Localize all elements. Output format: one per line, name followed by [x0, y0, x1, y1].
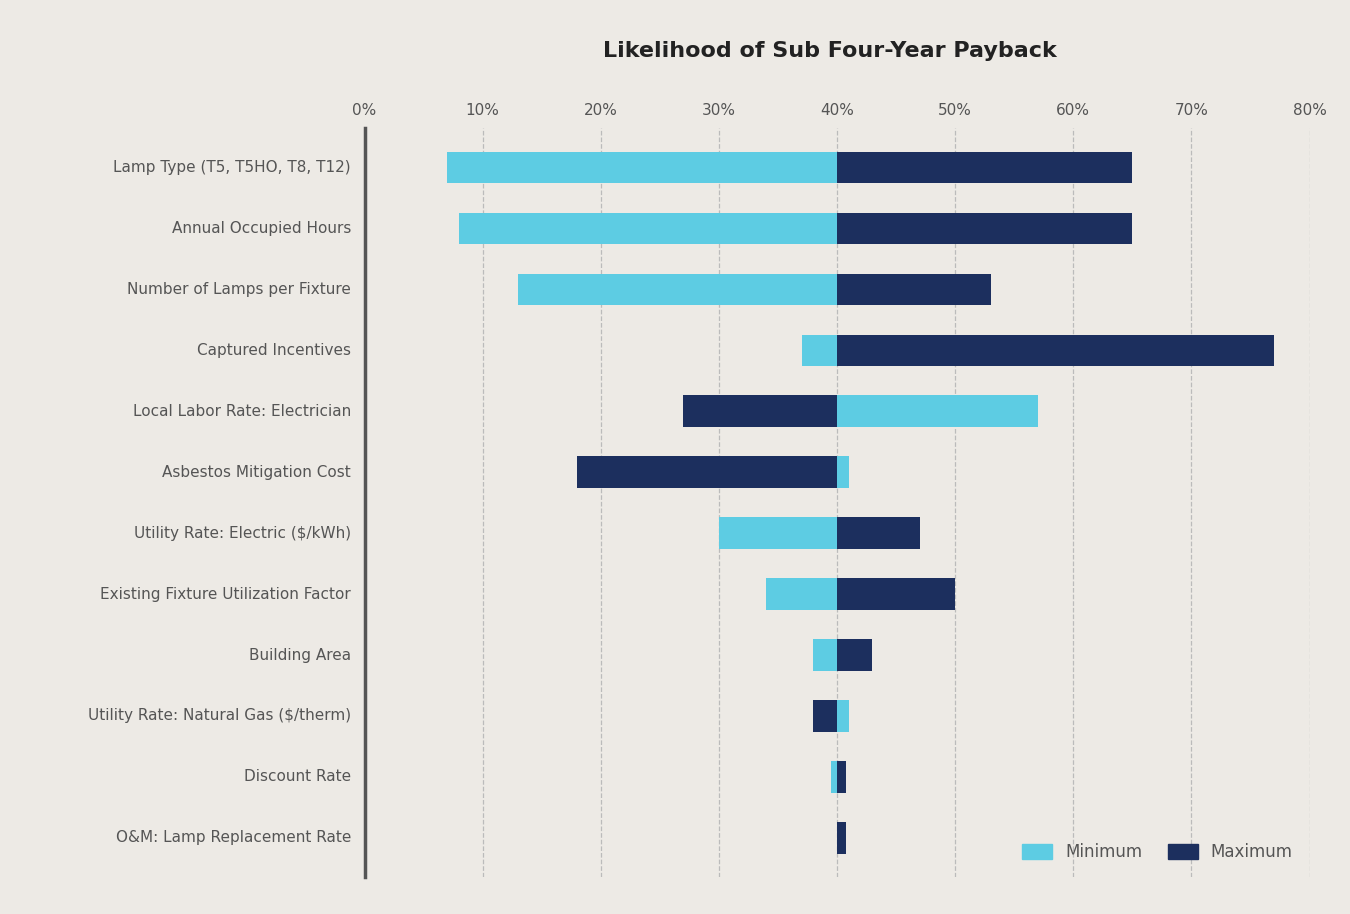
- Text: Asbestos Mitigation Cost: Asbestos Mitigation Cost: [162, 464, 351, 480]
- Bar: [767, 579, 837, 610]
- Text: Building Area: Building Area: [248, 647, 351, 663]
- Text: Discount Rate: Discount Rate: [244, 770, 351, 784]
- Text: Utility Rate: Electric ($/kWh): Utility Rate: Electric ($/kWh): [134, 526, 351, 541]
- Text: O&M: Lamp Replacement Rate: O&M: Lamp Replacement Rate: [116, 830, 351, 845]
- Bar: [447, 152, 837, 184]
- Text: Captured Incentives: Captured Incentives: [197, 343, 351, 358]
- Bar: [718, 517, 837, 549]
- Bar: [813, 700, 837, 732]
- Bar: [683, 396, 837, 427]
- Text: Likelihood of Sub Four-Year Payback: Likelihood of Sub Four-Year Payback: [603, 41, 1057, 61]
- Bar: [813, 639, 837, 671]
- Bar: [837, 639, 872, 671]
- Bar: [518, 273, 837, 305]
- Legend: Minimum, Maximum: Minimum, Maximum: [1014, 834, 1301, 869]
- Text: Local Labor Rate: Electrician: Local Labor Rate: Electrician: [132, 404, 351, 419]
- Bar: [837, 335, 1274, 367]
- Text: Number of Lamps per Fixture: Number of Lamps per Fixture: [127, 282, 351, 297]
- Bar: [837, 517, 919, 549]
- Bar: [837, 396, 1038, 427]
- Bar: [837, 761, 846, 792]
- Bar: [459, 213, 837, 244]
- Text: Lamp Type (T5, T5HO, T8, T12): Lamp Type (T5, T5HO, T8, T12): [113, 160, 351, 175]
- Bar: [837, 822, 846, 854]
- Bar: [837, 152, 1133, 184]
- Bar: [837, 456, 849, 488]
- Text: Annual Occupied Hours: Annual Occupied Hours: [171, 221, 351, 236]
- Bar: [837, 213, 1133, 244]
- Text: Existing Fixture Utilization Factor: Existing Fixture Utilization Factor: [100, 587, 351, 601]
- Bar: [802, 335, 837, 367]
- Text: Utility Rate: Natural Gas ($/therm): Utility Rate: Natural Gas ($/therm): [88, 708, 351, 724]
- Bar: [578, 456, 837, 488]
- Bar: [832, 761, 837, 792]
- Bar: [837, 273, 991, 305]
- Bar: [837, 700, 849, 732]
- Bar: [837, 579, 956, 610]
